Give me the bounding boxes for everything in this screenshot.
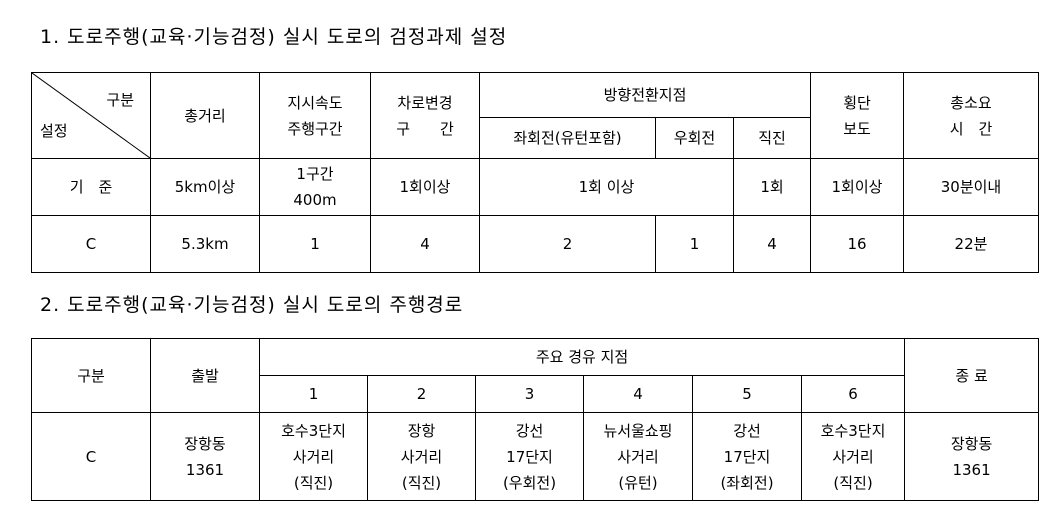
cell: 1구간 400m (259, 158, 371, 216)
line: 1361 (952, 460, 991, 479)
header-category: 구분 (31, 338, 151, 413)
line: 시 간 (949, 119, 993, 138)
line: 주행구간 (287, 119, 343, 138)
line: 뉴서울쇼핑 (603, 421, 673, 440)
line: 횡단 (843, 93, 871, 112)
header-start: 출발 (150, 338, 260, 413)
end-cell: 장항동 1361 (904, 412, 1040, 501)
waypoint-number: 6 (800, 375, 906, 413)
cell: 1회이상 (810, 158, 904, 216)
header-left-turn: 좌회전(유턴포함) (479, 117, 656, 159)
cell: 5.3km (150, 215, 260, 273)
section1-title: 1. 도로주행(교육·기능검정) 실시 도로의 검정과제 설정 (40, 26, 508, 48)
line: (우회전) (502, 473, 557, 492)
cell: 1회 (733, 158, 811, 216)
cell: 4 (370, 215, 480, 273)
cell: 2 (479, 215, 656, 273)
table-row-standard: 기 준 5km이상 1구간 400m 1회이상 1회 이상 1회 1회이상 30분… (31, 158, 1039, 216)
diagonal-line (32, 73, 150, 158)
line: 장항동 (950, 434, 993, 453)
route-table: 구분 출발 주요 경유 지점 종 료 1 2 3 4 5 6 C 장항동 1361… (31, 338, 1040, 501)
line: 지시속도 (287, 93, 343, 112)
line: 17단지 (506, 447, 553, 466)
line: 호수3단지 (281, 421, 346, 440)
cell: C (31, 215, 151, 273)
line: 17단지 (723, 447, 771, 466)
line: 총소요 (950, 93, 992, 112)
line: 1구간 (296, 165, 334, 183)
start-cell: 장항동 1361 (150, 412, 260, 501)
header-right-turn: 우회전 (655, 117, 734, 159)
line: 사거리 (400, 447, 443, 466)
cell: 4 (733, 215, 811, 273)
header-total-distance: 총거리 (150, 72, 260, 159)
cell: C (31, 412, 151, 501)
line: 호수3단지 (820, 421, 886, 440)
line: 사거리 (292, 447, 335, 466)
cell: 22분 (903, 215, 1039, 273)
line: 강선 (515, 421, 544, 440)
cell: 1 (655, 215, 734, 273)
line: 1361 (185, 460, 225, 479)
line: (좌회전) (720, 473, 774, 492)
line: 사거리 (617, 447, 659, 466)
waypoint-number: 5 (692, 375, 802, 413)
diag-bottom-label: 설정 (40, 122, 68, 140)
header-waypoints: 주요 경유 지점 (258, 338, 906, 376)
header-turn-points: 방향전환지점 (479, 72, 811, 118)
line: (직진) (293, 473, 334, 492)
waypoint-cell: 강선 17단지 (우회전) (475, 412, 584, 501)
waypoint-number: 4 (583, 375, 693, 413)
line: 강선 (733, 421, 761, 440)
line: 장항동 (184, 434, 226, 453)
line: 장항 (407, 421, 436, 440)
line: 구 간 (396, 119, 454, 138)
cell: 1회이상 (370, 158, 480, 216)
line: 400m (293, 191, 337, 209)
header-end: 종 료 (904, 338, 1040, 413)
cell: 30분이내 (903, 158, 1039, 216)
cell: 1회 이상 (479, 158, 734, 216)
line: (직진) (401, 473, 442, 492)
waypoint-number: 1 (259, 375, 368, 413)
section2-title: 2. 도로주행(교육·기능검정) 실시 도로의 주행경로 (40, 294, 464, 316)
waypoint-cell: 강선 17단지 (좌회전) (692, 412, 802, 501)
header-straight: 직진 (733, 117, 811, 159)
line: (직진) (833, 473, 873, 492)
table-row-c: C 5.3km 1 4 2 1 4 16 22분 (31, 215, 1039, 273)
cell: 1 (259, 215, 371, 273)
line: 사거리 (832, 447, 874, 466)
line: (유턴) (618, 473, 658, 492)
line: 차로변경 (397, 93, 453, 112)
diagonal-header-cell: 구분 설정 (31, 72, 151, 159)
cell: 기 준 (31, 158, 151, 216)
waypoint-number: 2 (367, 375, 476, 413)
diag-top-label: 구분 (106, 91, 134, 109)
cell: 5km이상 (150, 158, 260, 216)
cell: 16 (810, 215, 904, 273)
line: 보도 (843, 119, 871, 138)
waypoint-number: 3 (475, 375, 584, 413)
